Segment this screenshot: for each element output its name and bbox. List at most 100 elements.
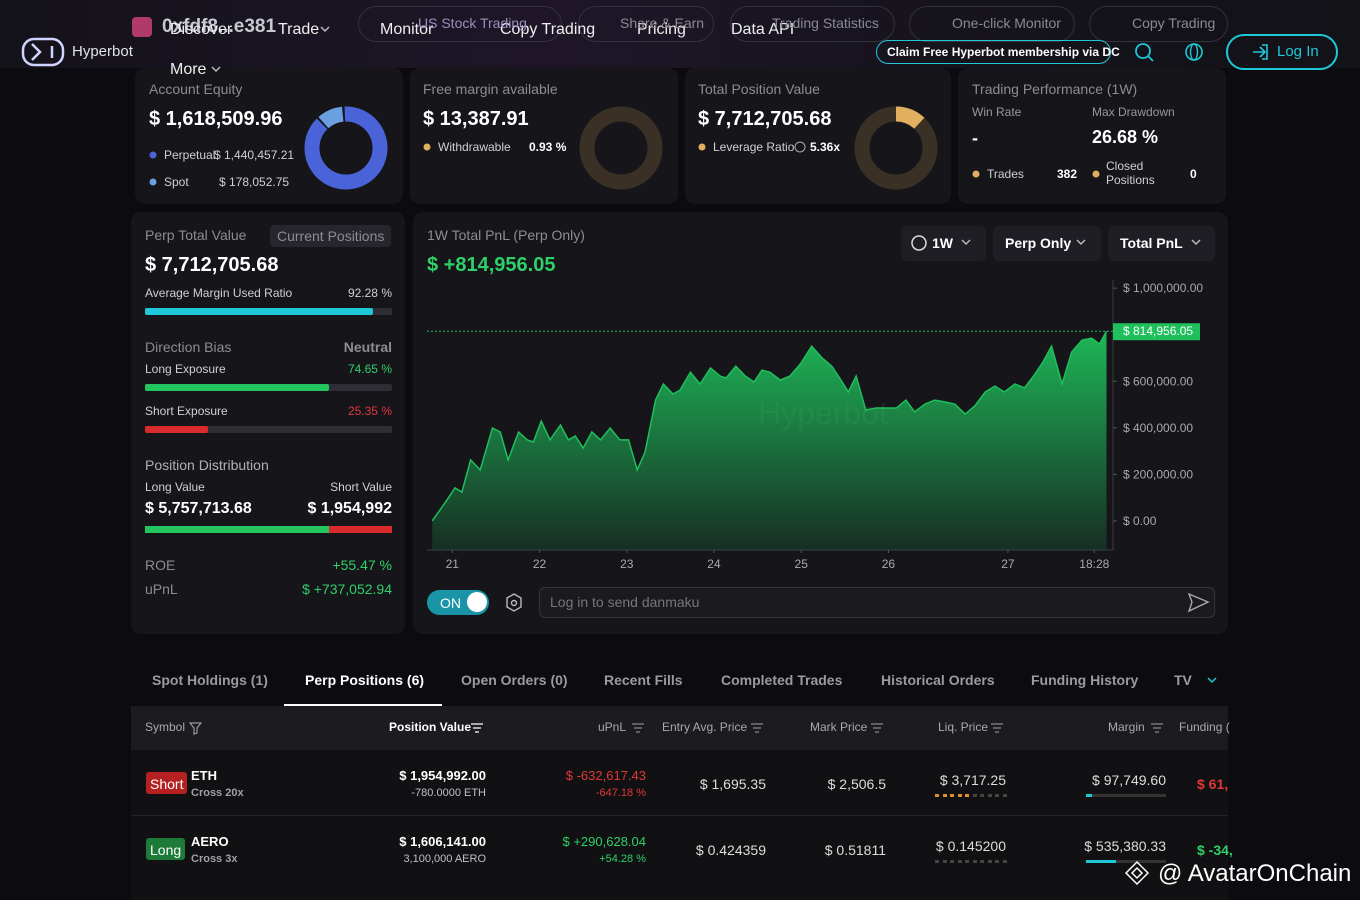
chart-total: $ +814,956.05 bbox=[427, 254, 556, 276]
metric-value: Neutral bbox=[343, 339, 392, 355]
nav-pill[interactable] bbox=[909, 6, 1075, 42]
nav-pill[interactable] bbox=[730, 6, 895, 42]
sort-icon bbox=[471, 723, 483, 733]
margin-mode: Cross 20x bbox=[191, 787, 244, 799]
x-tick-label: 27 bbox=[1001, 557, 1015, 571]
row-divider bbox=[131, 815, 1228, 816]
pnl-line bbox=[431, 330, 1108, 522]
column-header[interactable]: Margin bbox=[1108, 720, 1145, 734]
nav-pill[interactable] bbox=[578, 6, 714, 42]
legend-dot bbox=[149, 151, 157, 159]
liq-meter bbox=[1002, 860, 1007, 863]
liq-meter bbox=[995, 794, 999, 797]
legend-label: Spot bbox=[164, 175, 189, 189]
funding: $ -34, bbox=[1197, 842, 1233, 858]
filter-label[interactable]: Perp Only bbox=[1005, 235, 1072, 251]
filter-label[interactable]: Total PnL bbox=[1120, 235, 1183, 251]
card-value: $ 13,387.91 bbox=[423, 108, 529, 130]
margin-mode: Cross 3x bbox=[191, 853, 238, 865]
quick-link[interactable]: One-click Monitor bbox=[952, 15, 1061, 31]
filter-button[interactable] bbox=[901, 226, 986, 261]
stat-value: 0 bbox=[1190, 167, 1197, 181]
tab[interactable]: Completed Trades bbox=[721, 672, 843, 688]
x-tick-label: 24 bbox=[707, 557, 721, 571]
metric-value: 92.28 % bbox=[347, 286, 392, 300]
filter-button[interactable] bbox=[993, 226, 1101, 261]
filter-icon bbox=[188, 722, 203, 735]
metric-value: $ +737,052.94 bbox=[302, 581, 392, 597]
card-label: Account Equity bbox=[149, 81, 243, 97]
danmaku-placeholder[interactable]: Log in to send danmaku bbox=[550, 594, 700, 610]
upnl: $ -632,617.43 bbox=[565, 768, 646, 783]
margin-track bbox=[1086, 794, 1166, 797]
quick-link[interactable]: Trading Statistics bbox=[772, 15, 879, 31]
perp-panel bbox=[131, 212, 405, 634]
long-value-bar bbox=[145, 526, 330, 533]
column-header[interactable]: uPnL bbox=[598, 720, 627, 734]
promo-text[interactable]: Claim Free Hyperbot membership via DC bbox=[887, 45, 1120, 59]
nav-link[interactable]: Data API bbox=[731, 21, 795, 38]
metric-value: $ 1,954,992 bbox=[307, 500, 392, 517]
tab[interactable]: Open Orders (0) bbox=[461, 672, 568, 688]
position-size: 3,100,000 AERO bbox=[403, 853, 486, 865]
tab-pill bbox=[270, 225, 391, 247]
login-text[interactable]: Log In bbox=[1277, 43, 1319, 60]
metric-label: ROE bbox=[145, 557, 176, 573]
equity-donut-segment bbox=[304, 106, 388, 190]
column-header[interactable]: Liq. Price bbox=[938, 720, 989, 734]
danmaku-input[interactable] bbox=[539, 587, 1215, 618]
column-header[interactable]: Position Value bbox=[389, 720, 472, 734]
toggle-label[interactable]: ON bbox=[440, 595, 461, 611]
legend-dot bbox=[972, 170, 980, 178]
liq-meter bbox=[972, 860, 977, 863]
tab[interactable]: Funding History bbox=[1031, 672, 1139, 688]
last-value-label: $ 814,956.05 bbox=[1123, 324, 1193, 338]
column-header[interactable]: Entry Avg. Price bbox=[662, 720, 748, 734]
quick-link[interactable]: US Stock Trading bbox=[418, 15, 527, 31]
liq-meter bbox=[950, 860, 954, 863]
chevron bbox=[1191, 239, 1201, 246]
tab[interactable]: Perp Positions (6) bbox=[305, 672, 425, 688]
card-label: Free margin available bbox=[423, 81, 558, 97]
tab[interactable]: Historical Orders bbox=[881, 672, 995, 688]
nav-link[interactable]: Discover bbox=[170, 21, 233, 38]
card-value: $ 1,618,509.96 bbox=[149, 108, 283, 130]
nav-pill[interactable] bbox=[358, 6, 562, 42]
quick-link[interactable]: Share & Earn bbox=[620, 15, 705, 31]
donut-ring bbox=[579, 106, 663, 190]
settings-icon bbox=[510, 599, 518, 607]
stat-label: Max Drawdown bbox=[1092, 105, 1175, 119]
nav-link[interactable]: More bbox=[170, 61, 207, 78]
column-header: Symbol bbox=[145, 720, 186, 734]
entry-price: $ 0.424359 bbox=[695, 842, 766, 858]
nav-pill[interactable] bbox=[1089, 6, 1228, 42]
metric-label: Position Distribution bbox=[145, 457, 269, 473]
nav-link[interactable]: Monitor bbox=[380, 21, 434, 38]
y-tick-label: $ 200,000.00 bbox=[1123, 467, 1193, 481]
liq-meter bbox=[995, 860, 999, 863]
tab[interactable]: Spot Holdings (1) bbox=[152, 672, 268, 688]
nav-link[interactable]: Copy Trading bbox=[500, 21, 596, 38]
legend-dot bbox=[698, 143, 706, 151]
search-icon bbox=[1147, 55, 1154, 62]
filter-label[interactable]: 1W bbox=[932, 235, 953, 251]
tab[interactable]: TV bbox=[1174, 672, 1192, 688]
promo-pill[interactable] bbox=[876, 40, 1111, 64]
panel-tab[interactable]: Current Positions bbox=[277, 228, 385, 244]
margin-fill bbox=[1086, 860, 1116, 863]
symbol: AERO bbox=[191, 834, 229, 849]
nav-link[interactable]: Trade bbox=[278, 21, 320, 38]
metric-value: 74.65 % bbox=[347, 362, 392, 376]
metric-value: 25.35 % bbox=[347, 404, 392, 418]
liq-meter bbox=[942, 794, 947, 797]
nav-link[interactable]: Pricing bbox=[637, 21, 686, 38]
column-header[interactable]: Funding ( bbox=[1179, 720, 1230, 734]
metric-label: Direction Bias bbox=[145, 339, 232, 355]
quick-link[interactable]: Copy Trading bbox=[1132, 15, 1216, 31]
column-header[interactable]: Mark Price bbox=[810, 720, 868, 734]
login-button[interactable] bbox=[1226, 34, 1338, 70]
legend-dot bbox=[149, 178, 157, 186]
tab[interactable]: Recent Fills bbox=[604, 672, 683, 688]
wallet-address[interactable]: 0xfdf8...e381 bbox=[162, 16, 277, 37]
